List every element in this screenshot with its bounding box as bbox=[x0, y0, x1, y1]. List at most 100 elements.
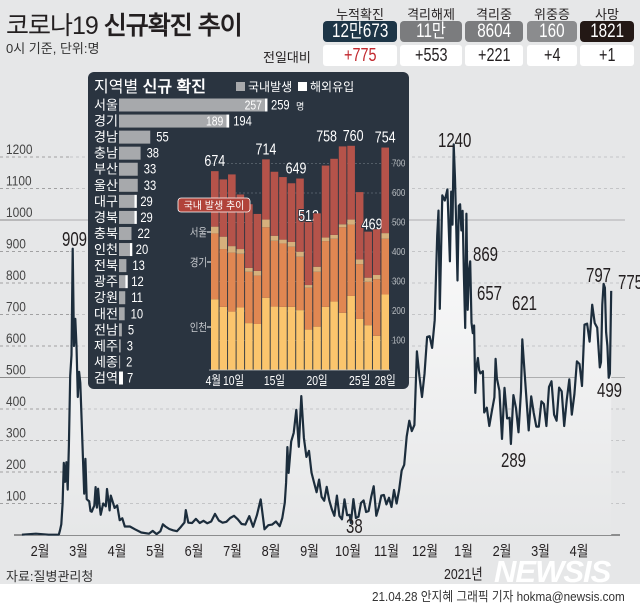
bar-segment-incheon bbox=[253, 270, 262, 276]
bar-value-domestic: 189 bbox=[206, 115, 223, 129]
bar-segment-other bbox=[313, 213, 321, 267]
y-tick-label: 600 bbox=[6, 330, 26, 346]
series-label: 경기 bbox=[190, 255, 207, 269]
bar-segment-gyeonggi bbox=[236, 253, 245, 308]
bar-domestic bbox=[119, 243, 130, 257]
bar-segment-incheon bbox=[296, 251, 304, 257]
bar-segment-seoul bbox=[372, 335, 381, 370]
inset-title: 지역별 신규 확진 bbox=[94, 77, 206, 96]
bar-segment-seoul bbox=[253, 323, 262, 370]
region-label: 대구 bbox=[94, 194, 118, 209]
inset-x-tick: 20일 bbox=[306, 373, 327, 388]
bar-segment-gyeonggi bbox=[228, 252, 236, 312]
inset-y-tick: 200 bbox=[392, 305, 405, 316]
bar-segment-other bbox=[338, 146, 347, 225]
bar-segment-other bbox=[262, 159, 270, 220]
bar-segment-seoul bbox=[228, 311, 236, 370]
bar-segment-other bbox=[364, 231, 372, 278]
region-label: 충남 bbox=[94, 146, 118, 161]
annotation-label: 499 bbox=[597, 380, 623, 402]
bar-value-domestic: 257 bbox=[245, 98, 262, 112]
bar-segment-other bbox=[253, 213, 262, 271]
unit-label: 명 bbox=[296, 102, 304, 112]
stat-label: 위중증 bbox=[534, 7, 570, 22]
region-label: 검역 bbox=[94, 371, 118, 386]
annotation-label: 289 bbox=[501, 450, 527, 472]
source-text: 자료:질병관리청 bbox=[6, 569, 94, 584]
bar-domestic bbox=[119, 178, 138, 192]
inset-y-tick: 700 bbox=[392, 158, 405, 169]
bar-value: 10 bbox=[131, 306, 143, 321]
bar-segment-incheon bbox=[262, 219, 270, 228]
bar-imported bbox=[134, 210, 137, 224]
bar-segment-other bbox=[330, 158, 338, 235]
region-label: 경기 bbox=[94, 114, 118, 129]
bar-domestic bbox=[119, 291, 126, 305]
y-tick-label: 1000 bbox=[6, 204, 32, 220]
bar-segment-seoul bbox=[381, 294, 389, 370]
bar-value: 33 bbox=[144, 178, 156, 193]
region-label: 강원 bbox=[94, 290, 118, 305]
bar-value: 11 bbox=[131, 290, 143, 305]
bar-segment-other bbox=[372, 229, 381, 276]
bar-value: 20 bbox=[136, 242, 148, 257]
bar-domestic bbox=[119, 339, 121, 353]
bar-domestic bbox=[119, 275, 126, 289]
page-title: 코로나19 신규확진 추이 bbox=[6, 12, 243, 40]
inset-y-tick: 600 bbox=[392, 187, 405, 198]
stat-value: 11만248 bbox=[400, 21, 462, 42]
stat-diff: +221 bbox=[465, 45, 523, 66]
bar-segment-incheon bbox=[347, 219, 355, 225]
x-tick-label: 3월 bbox=[69, 542, 88, 559]
bar-segment-gyeonggi bbox=[313, 271, 321, 327]
bar-segment-incheon bbox=[219, 236, 228, 250]
bar-domestic bbox=[119, 355, 121, 369]
bar-segment-seoul bbox=[279, 306, 287, 370]
bar-segment-gyeonggi bbox=[355, 264, 364, 319]
bar-segment-incheon bbox=[245, 267, 253, 272]
bar-segment-seoul bbox=[245, 323, 253, 370]
bar-segment-gyeonggi bbox=[330, 238, 338, 302]
annotation-label: 1240 bbox=[438, 130, 472, 152]
inset-x-tick: 10일 bbox=[223, 373, 244, 388]
bar-domestic bbox=[119, 98, 265, 112]
bar-segment-gyeonggi bbox=[253, 275, 262, 324]
x-tick-label: 8월 bbox=[262, 542, 281, 559]
bar-segment-other bbox=[236, 194, 245, 250]
region-label: 광주 bbox=[94, 274, 118, 289]
legend-swatch-domestic bbox=[236, 82, 245, 91]
region-label: 인천 bbox=[94, 242, 118, 257]
region-label: 충북 bbox=[94, 226, 118, 241]
annotation-label: 869 bbox=[473, 244, 499, 266]
bar-total-label: 674 bbox=[204, 153, 225, 171]
bar-imported bbox=[134, 194, 137, 208]
bar-segment-gyeonggi bbox=[262, 227, 270, 298]
bar-segment-incheon bbox=[330, 234, 338, 239]
region-label: 서울 bbox=[94, 98, 118, 113]
trend-tag-label: 국내 발생 추이 bbox=[184, 200, 245, 212]
bar-total-label: 714 bbox=[256, 141, 277, 159]
x-tick-label: 10월 bbox=[335, 542, 361, 559]
stat-diff: +1 bbox=[580, 45, 634, 66]
y-tick-label: 1100 bbox=[6, 173, 32, 189]
bar-segment-incheon bbox=[364, 277, 372, 282]
series-line bbox=[21, 143, 613, 536]
bar-segment-incheon bbox=[211, 226, 219, 234]
bar-value: 5 bbox=[128, 322, 134, 337]
bar-segment-gyeonggi bbox=[304, 287, 313, 330]
bar-domestic bbox=[119, 114, 227, 128]
bar-domestic bbox=[119, 194, 135, 208]
bar-value: 29 bbox=[140, 210, 152, 225]
bar-segment-other bbox=[304, 218, 313, 286]
inset-y-tick: 500 bbox=[392, 217, 405, 228]
region-label: 전남 bbox=[94, 322, 118, 337]
y-tick-label: 200 bbox=[6, 456, 26, 472]
stat-value: 8604 bbox=[465, 21, 523, 42]
bar-segment-other bbox=[270, 171, 279, 236]
region-label: 부산 bbox=[94, 162, 118, 177]
inset-y-tick: 100 bbox=[392, 335, 405, 346]
bar-domestic bbox=[119, 323, 122, 337]
bar-segment-seoul bbox=[287, 306, 296, 370]
bar-segment-incheon bbox=[228, 246, 236, 253]
bar-domestic bbox=[119, 210, 135, 224]
